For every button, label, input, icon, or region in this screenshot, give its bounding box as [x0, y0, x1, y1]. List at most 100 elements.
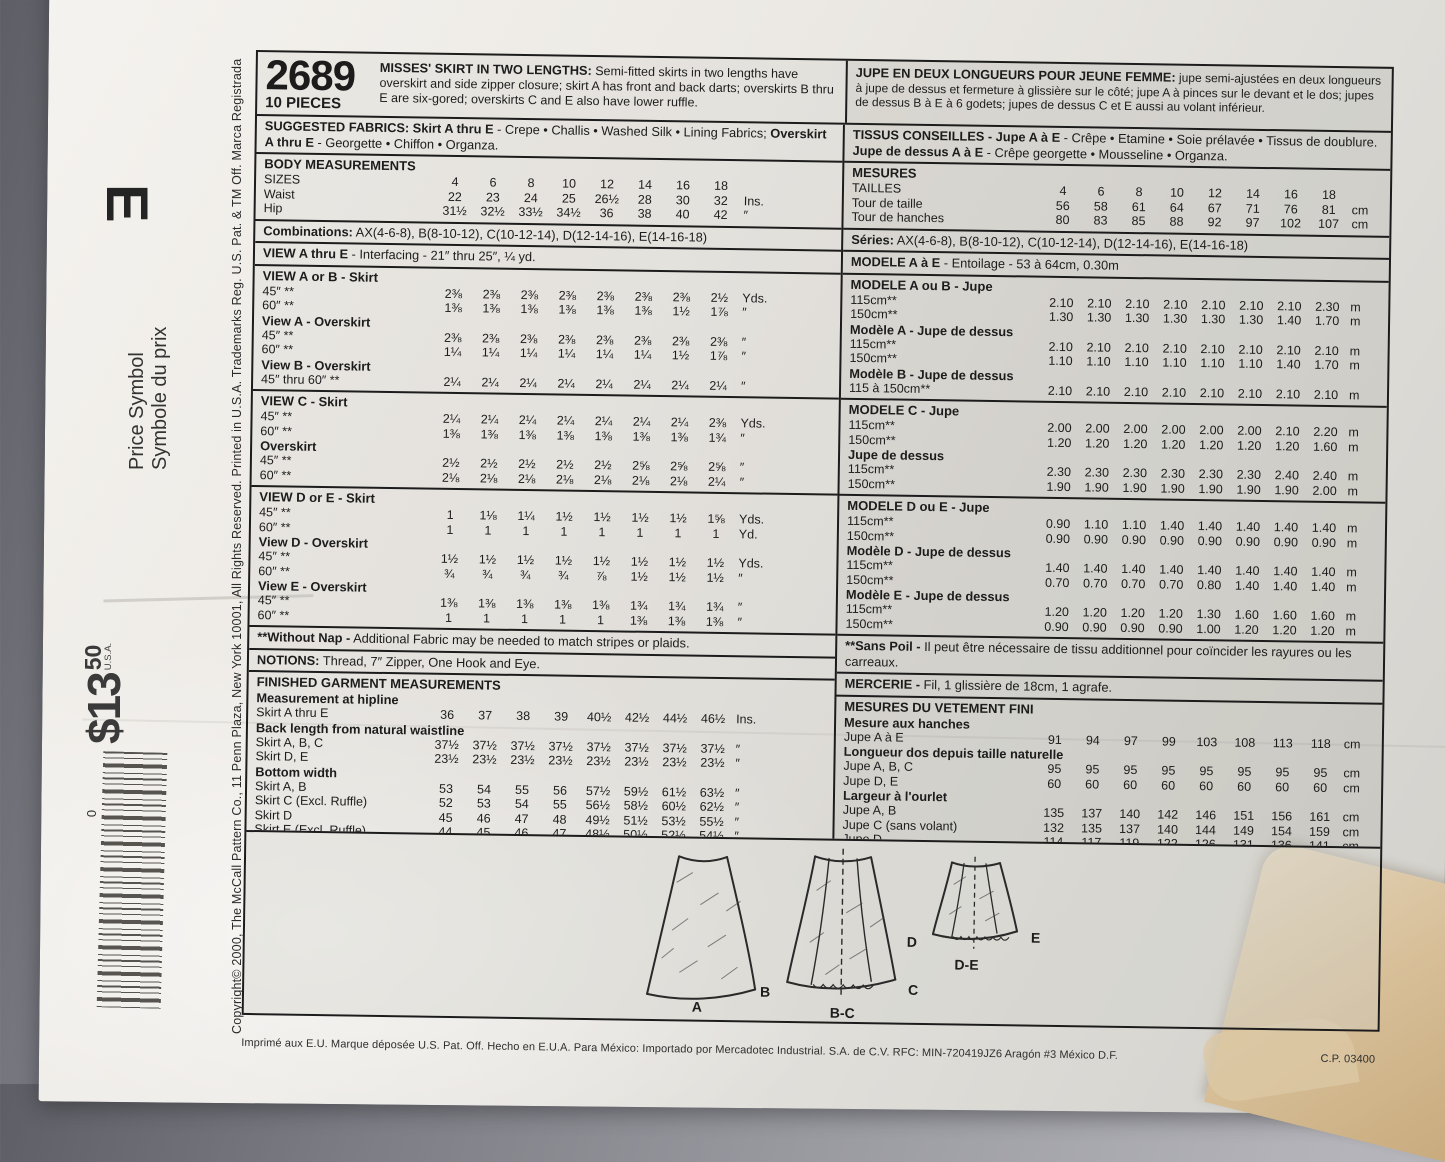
row-value: 1⅜ [584, 428, 622, 443]
row-value: 1½ [662, 304, 700, 319]
row-value: 1.40 [1152, 562, 1190, 577]
row-unit: m [1342, 565, 1372, 580]
row-unit: m [1346, 300, 1376, 315]
row-unit: ″ [730, 815, 776, 830]
row-value: 1.20 [1040, 435, 1078, 450]
pieces-count: 10 PIECES [265, 94, 375, 113]
barcode [97, 751, 168, 1009]
row-value: 2.30 [1154, 466, 1192, 481]
row-value: 2½ [584, 458, 622, 473]
photo-background: E Price Symbol Symbole du prix $13 50 U.… [0, 0, 1445, 1084]
row-value: 46½ [694, 712, 732, 727]
row-unit: Ins. [740, 194, 786, 209]
row-value: 2.00 [1040, 421, 1078, 436]
row-value: 4 [1044, 184, 1082, 199]
row-value: 2⅜ [624, 333, 662, 348]
row-value: 1.00 [1189, 621, 1227, 636]
row-unit: m [1343, 536, 1373, 551]
row-value: 1.10 [1155, 355, 1193, 370]
row-value: 1½ [545, 509, 583, 524]
segment-bold: **Without Nap - [257, 629, 350, 645]
row-value: 2.10 [1042, 339, 1080, 354]
row-value: 2.10 [1232, 298, 1270, 313]
row-unit: ″ [738, 305, 784, 320]
skirt-de-illustration [923, 854, 1029, 958]
row-value: 55 [503, 782, 541, 797]
skirt-bc-illustration [779, 846, 905, 1000]
row-unit: m [1344, 469, 1374, 484]
row-value: 60 [1301, 780, 1339, 795]
row-value: 6 [474, 175, 512, 190]
row-value: 1½ [430, 552, 468, 567]
row-label: 115 à 150cm** [849, 380, 1041, 397]
row-value: 2.10 [1307, 387, 1345, 402]
row-unit: cm [1338, 825, 1368, 840]
row-value: 2⅜ [472, 331, 510, 346]
row-value: 95 [1225, 764, 1263, 779]
row-value: 95 [1301, 766, 1339, 781]
row-value: 2.10 [1118, 340, 1156, 355]
row-value: 1.20 [1078, 436, 1116, 451]
segment-text: - Georgette • Chiffon • Organza. [314, 134, 499, 152]
row-value: 103 [1188, 734, 1226, 749]
row-value: 0.90 [1267, 535, 1305, 550]
row-value: 31½ [436, 204, 474, 219]
row-value: 1.20 [1076, 605, 1114, 620]
row-value: 1.30 [1190, 607, 1228, 622]
row-value: 1.40 [1114, 562, 1152, 577]
row-value: 146 [1187, 808, 1225, 823]
row-value: 2.40 [1306, 469, 1344, 484]
row-value: ⅞ [582, 568, 620, 583]
segment-bold: Combinations: [263, 223, 353, 239]
row-value: 60 [1187, 778, 1225, 793]
row-value: 1 [543, 612, 581, 627]
row-value: 2¼ [699, 378, 737, 393]
row-value: 53 [427, 781, 465, 796]
row-value: 38 [626, 207, 664, 222]
row-value: 1⅜ [472, 301, 510, 316]
row-value: 2.00 [1230, 423, 1268, 438]
row-unit: m [1343, 484, 1373, 499]
row-value: 2¼ [433, 374, 471, 389]
row-value: 0.90 [1115, 532, 1153, 547]
row-value: 1⅜ [508, 427, 546, 442]
row-value: 1.20 [1154, 437, 1192, 452]
row-value: 71 [1234, 201, 1272, 216]
row-value: 48 [541, 812, 579, 827]
row-value: 0.90 [1191, 533, 1229, 548]
row-value: 2¼ [470, 412, 508, 427]
row-value: 1 [697, 526, 735, 541]
row-unit: m [1344, 425, 1374, 440]
row-unit: Yd. [735, 527, 781, 542]
row-value: 2.20 [1306, 425, 1344, 440]
row-unit: cm [1339, 810, 1369, 825]
row-value: 1¾ [658, 599, 696, 614]
row-unit: cm [1339, 766, 1369, 781]
row-value: 23½ [503, 753, 541, 768]
row-value: 2⅝ [660, 459, 698, 474]
row-value: 1.40 [1229, 519, 1267, 534]
footer-postal-code: C.P. 03400 [1320, 1053, 1375, 1066]
row-value: 2⅜ [700, 334, 738, 349]
row-value: 2.30 [1308, 299, 1346, 314]
row-value: 63½ [693, 785, 731, 800]
row-value: 1.40 [1153, 518, 1191, 533]
row-value: 1.90 [1191, 481, 1229, 496]
row-value: 1.40 [1038, 561, 1076, 576]
row-unit: Ins. [732, 712, 778, 727]
row-value: 99 [1150, 734, 1188, 749]
row-value: 1⅜ [430, 596, 468, 611]
row-value: 1.20 [1303, 623, 1341, 638]
row-value: 40½ [580, 710, 618, 725]
row-value: 1¼ [509, 346, 547, 361]
row-value: 2.10 [1155, 385, 1193, 400]
row-value: 53 [465, 796, 503, 811]
row-value: 2⅜ [548, 332, 586, 347]
row-value: 1 [467, 611, 505, 626]
row-value: 2.10 [1117, 384, 1155, 399]
row-value: 1¾ [698, 430, 736, 445]
